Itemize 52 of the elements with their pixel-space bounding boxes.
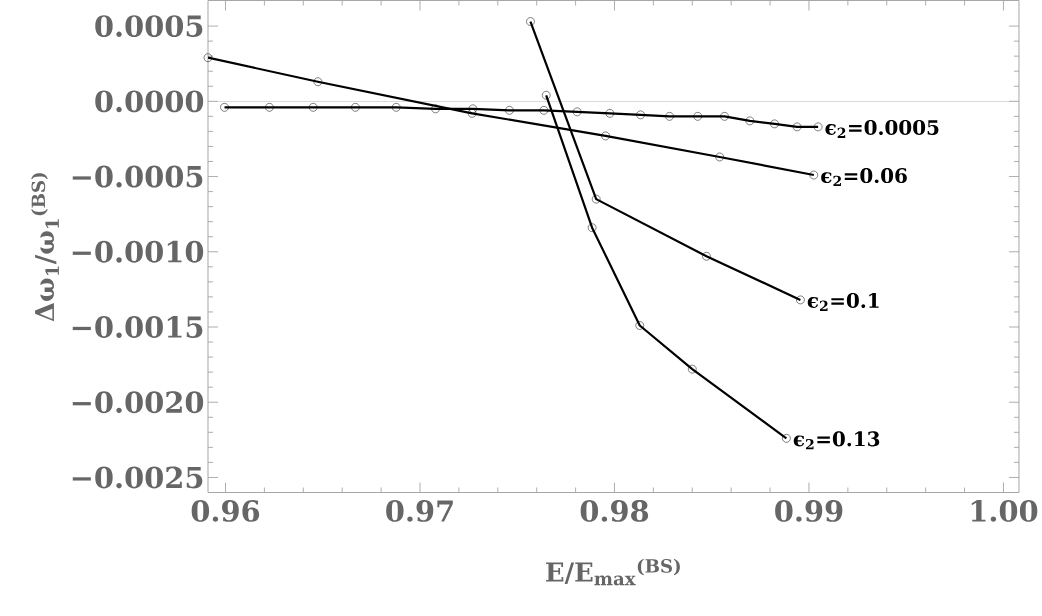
point	[720, 112, 729, 121]
point	[265, 103, 274, 112]
y-tick-label: −0.0015	[72, 316, 203, 339]
y-tick-label: −0.0020	[72, 391, 204, 414]
y-tick-label: −0.0025	[72, 466, 203, 489]
point	[715, 152, 724, 162]
point	[591, 195, 601, 204]
series-label: ϵ$_{2}$=0.13	[793, 431, 880, 450]
series-label: ϵ$_{2}$=0.06	[821, 168, 907, 187]
point	[351, 103, 360, 112]
point	[665, 112, 674, 121]
point	[809, 171, 819, 180]
point	[467, 109, 477, 118]
point	[605, 109, 615, 118]
y-axis-title: Δω$_{1}$/ω$_{1}$(BS)	[31, 173, 59, 322]
point	[539, 106, 549, 115]
series-label: ϵ$_{2}$=0.0005	[825, 120, 939, 139]
point	[770, 119, 779, 129]
x-tick-label: 0.99	[775, 500, 843, 523]
point	[313, 77, 323, 87]
point	[587, 223, 597, 233]
point	[813, 122, 823, 132]
point	[745, 116, 755, 126]
x-tick-label: 0.97	[386, 500, 453, 523]
point	[635, 321, 645, 330]
y-tick-label: −0.0010	[72, 241, 204, 263]
x-tick-label: 1.00	[971, 500, 1038, 523]
point	[796, 295, 805, 305]
y-tick-label: 0.0005	[95, 15, 203, 38]
point	[526, 17, 535, 27]
y-tick-label: −0.0005	[72, 165, 203, 188]
point	[541, 91, 551, 100]
point	[693, 112, 702, 121]
point	[505, 106, 514, 115]
series-label: ϵ$_{2}$=0.1	[807, 293, 879, 312]
x-tick-label: 0.98	[580, 500, 649, 523]
point	[792, 122, 802, 132]
point	[601, 131, 610, 141]
point	[220, 103, 229, 112]
point	[203, 53, 213, 63]
point	[392, 103, 401, 112]
point	[308, 103, 318, 112]
y-tick-label: 0.0000	[95, 90, 204, 113]
point	[431, 104, 440, 114]
x-axis-title: E/E$_{max}$(BS)	[546, 558, 680, 586]
point	[702, 252, 711, 261]
point	[572, 107, 582, 117]
point	[782, 434, 791, 443]
point	[636, 110, 645, 120]
x-tick-label: 0.96	[191, 500, 260, 523]
point	[468, 104, 478, 114]
point	[688, 365, 697, 374]
